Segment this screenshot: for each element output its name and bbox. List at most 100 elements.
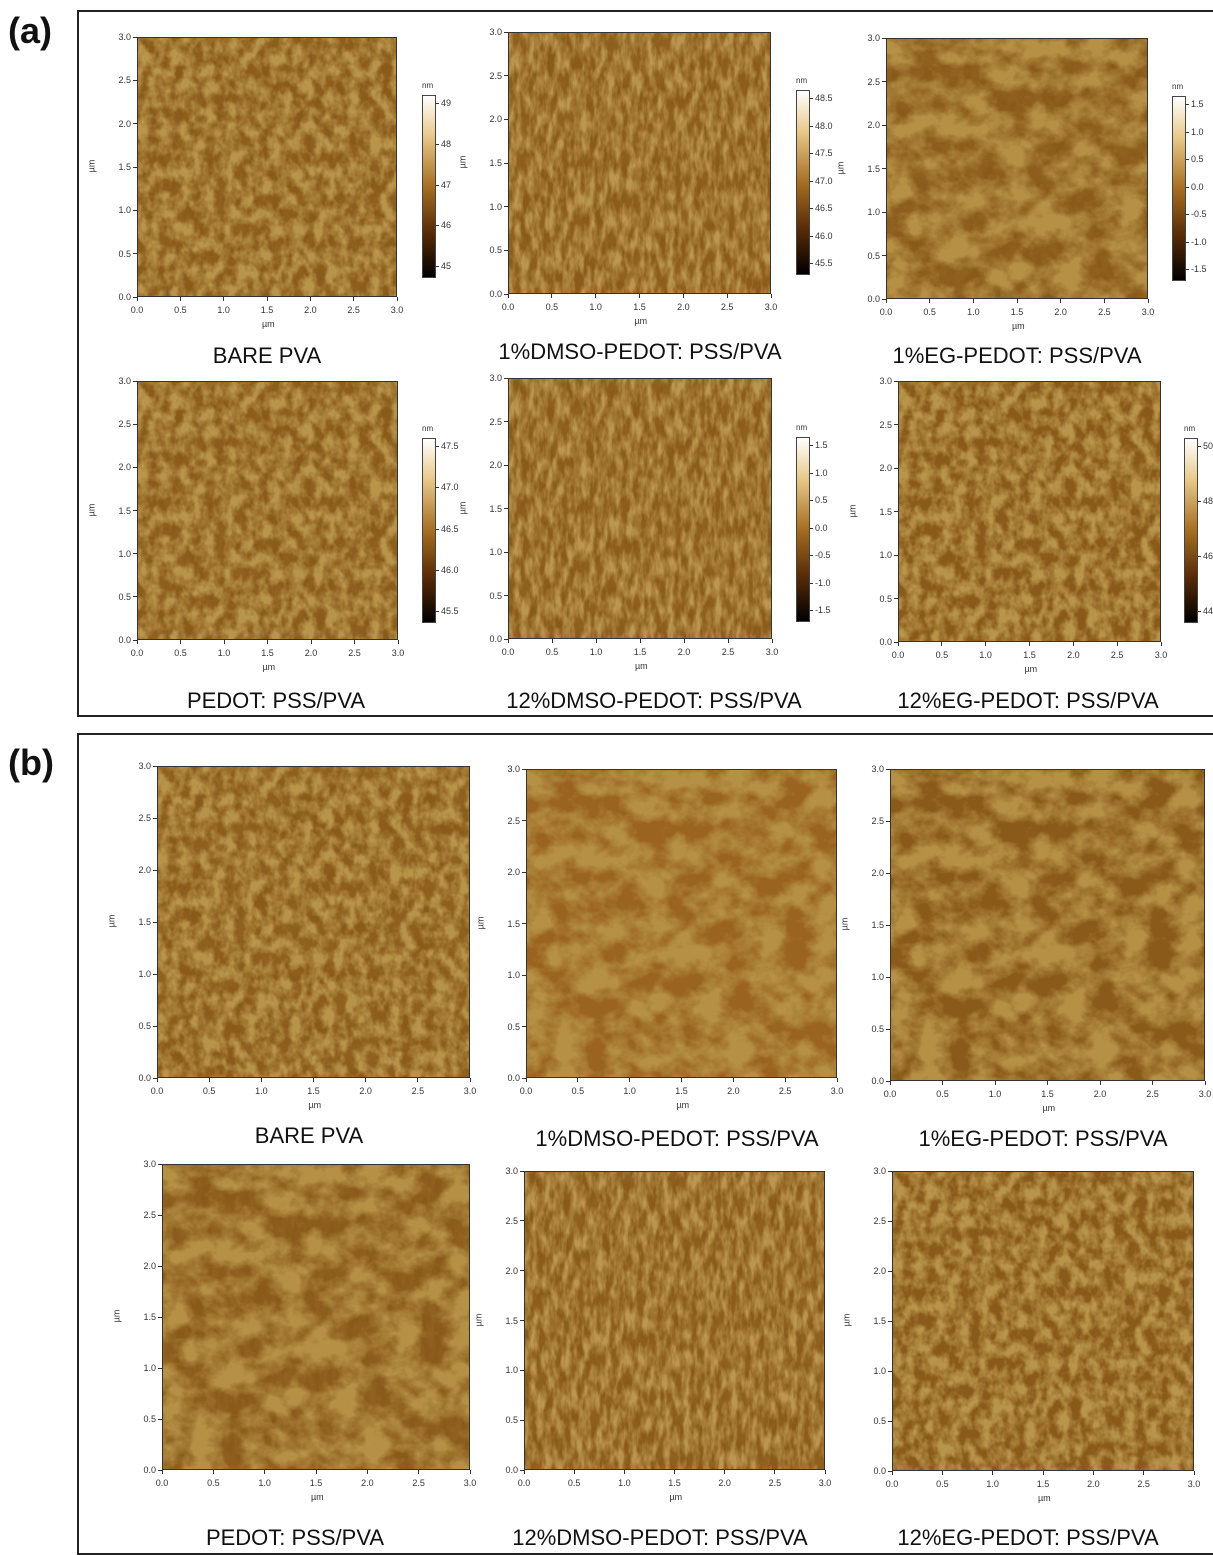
afm-highlight [524, 1171, 825, 1470]
x-axis-unit: µm [1042, 1103, 1056, 1113]
x-tick-mark [985, 642, 987, 646]
y-tick-mark [504, 249, 508, 251]
x-tick-label: 1.0 [217, 648, 231, 658]
colorbar-tick-mark [436, 446, 439, 447]
x-tick-label: 1.5 [260, 305, 274, 315]
y-tick-label: 0.5 [143, 1414, 156, 1424]
x-tick-mark [891, 1471, 893, 1475]
x-tick-mark [682, 294, 684, 298]
y-tick-label: 1.5 [489, 503, 502, 514]
x-tick-mark [315, 1470, 317, 1474]
colorbar-tick-label: -0.5 [1191, 209, 1207, 219]
colorbar [422, 438, 436, 623]
x-tick-label: 3.0 [765, 647, 779, 657]
x-tick-mark [1143, 1471, 1145, 1475]
x-tick-label: 2.0 [361, 1478, 374, 1488]
colorbar-tick-mark [810, 153, 813, 154]
x-axis-unit: µm [1024, 664, 1038, 674]
colorbar-tick-mark [1198, 501, 1201, 502]
y-tick-label: 1.0 [143, 1363, 156, 1373]
x-tick-label: 1.0 [988, 1089, 1002, 1099]
image-caption: BARE PVA [254, 1123, 364, 1148]
x-axis-unit: µm [262, 662, 276, 672]
y-tick-label: 2.5 [118, 419, 131, 430]
y-tick-label: 2.5 [138, 813, 151, 823]
y-tick-label: 2.5 [507, 815, 520, 826]
colorbar-tick-label: 44 [1203, 606, 1213, 616]
x-tick-label: 2.0 [718, 1478, 731, 1488]
y-tick-mark [886, 768, 890, 770]
x-tick-label: 2.0 [1054, 307, 1067, 317]
x-tick-label: 1.0 [217, 305, 230, 315]
x-tick-mark [994, 1081, 996, 1085]
colorbar-tick-label: -1.5 [815, 605, 831, 615]
x-tick-mark [354, 640, 355, 644]
y-axis-unit: µm [839, 917, 850, 931]
y-tick-mark [158, 1469, 162, 1471]
y-tick-mark [888, 1320, 892, 1322]
x-tick-mark [1060, 299, 1062, 303]
y-tick-mark [886, 820, 890, 822]
colorbar-tick-label: 48.5 [815, 93, 833, 103]
y-tick-label: 0.5 [118, 248, 131, 259]
y-tick-mark [522, 974, 526, 976]
x-tick-label: 1.5 [633, 302, 646, 312]
x-tick-mark [1072, 642, 1074, 646]
colorbar-unit: nm [422, 424, 434, 433]
image-caption: 1%EG-PEDOT: PSS/PVA [918, 1126, 1168, 1151]
y-tick-mark [158, 1265, 162, 1267]
y-tick-mark [522, 768, 526, 770]
colorbar-tick-label: 0.0 [815, 522, 828, 533]
colorbar-tick-mark [1198, 611, 1201, 612]
x-tick-label: 3.0 [463, 1086, 477, 1096]
x-tick-mark [1193, 1471, 1195, 1475]
y-tick-label: 0.0 [879, 637, 892, 647]
x-tick-mark [1116, 642, 1118, 646]
x-tick-label: 1.5 [1023, 650, 1036, 660]
x-tick-label: 1.0 [979, 650, 992, 660]
x-axis-unit: µm [676, 1100, 690, 1110]
y-axis-unit: µm [111, 1309, 122, 1323]
x-tick-mark [1147, 299, 1149, 303]
afm-height-image [892, 1171, 1194, 1471]
afm-height-image [162, 1164, 470, 1470]
y-tick-mark [894, 641, 898, 643]
y-tick-label: 3.0 [138, 761, 151, 771]
x-tick-mark [941, 642, 943, 646]
colorbar-tick-label: 46 [441, 220, 452, 231]
afm-border [886, 38, 1148, 299]
x-tick-mark [260, 1078, 262, 1082]
x-tick-label: 1.0 [967, 307, 980, 317]
x-axis-unit: µm [669, 1492, 683, 1502]
y-tick-mark [882, 298, 886, 300]
y-tick-label: 2.0 [879, 463, 892, 473]
y-tick-mark [153, 973, 157, 975]
x-tick-mark [629, 1078, 631, 1082]
x-tick-mark [1099, 1081, 1101, 1085]
x-tick-mark [264, 1470, 266, 1474]
y-tick-mark [894, 467, 898, 469]
colorbar-tick-mark [1186, 159, 1189, 160]
y-tick-label: 3.0 [143, 1159, 156, 1169]
y-tick-label: 1.5 [489, 158, 502, 168]
y-tick-mark [520, 1170, 524, 1172]
y-tick-mark [133, 79, 137, 81]
x-tick-label: 0.0 [879, 307, 893, 317]
y-tick-mark [504, 118, 508, 120]
y-tick-label: 0.5 [489, 245, 502, 256]
colorbar-tick-mark [810, 235, 813, 237]
x-tick-mark [267, 640, 268, 644]
colorbar-tick-label: -1.0 [815, 577, 831, 588]
y-tick-mark [504, 206, 508, 208]
image-caption: 12%DMSO-PEDOT: PSS/PVA [506, 688, 802, 713]
x-tick-mark [136, 297, 138, 301]
x-tick-label: 1.0 [589, 302, 602, 312]
colorbar-tick-label: 0.5 [815, 495, 828, 505]
y-tick-label: 1.5 [871, 920, 884, 930]
y-tick-label: 1.0 [879, 550, 892, 560]
x-tick-label: 0.0 [155, 1478, 169, 1488]
x-tick-mark [595, 294, 597, 298]
colorbar-unit: nm [796, 423, 808, 432]
colorbar-tick-label: 46 [1203, 551, 1213, 561]
y-tick-mark [153, 869, 157, 871]
